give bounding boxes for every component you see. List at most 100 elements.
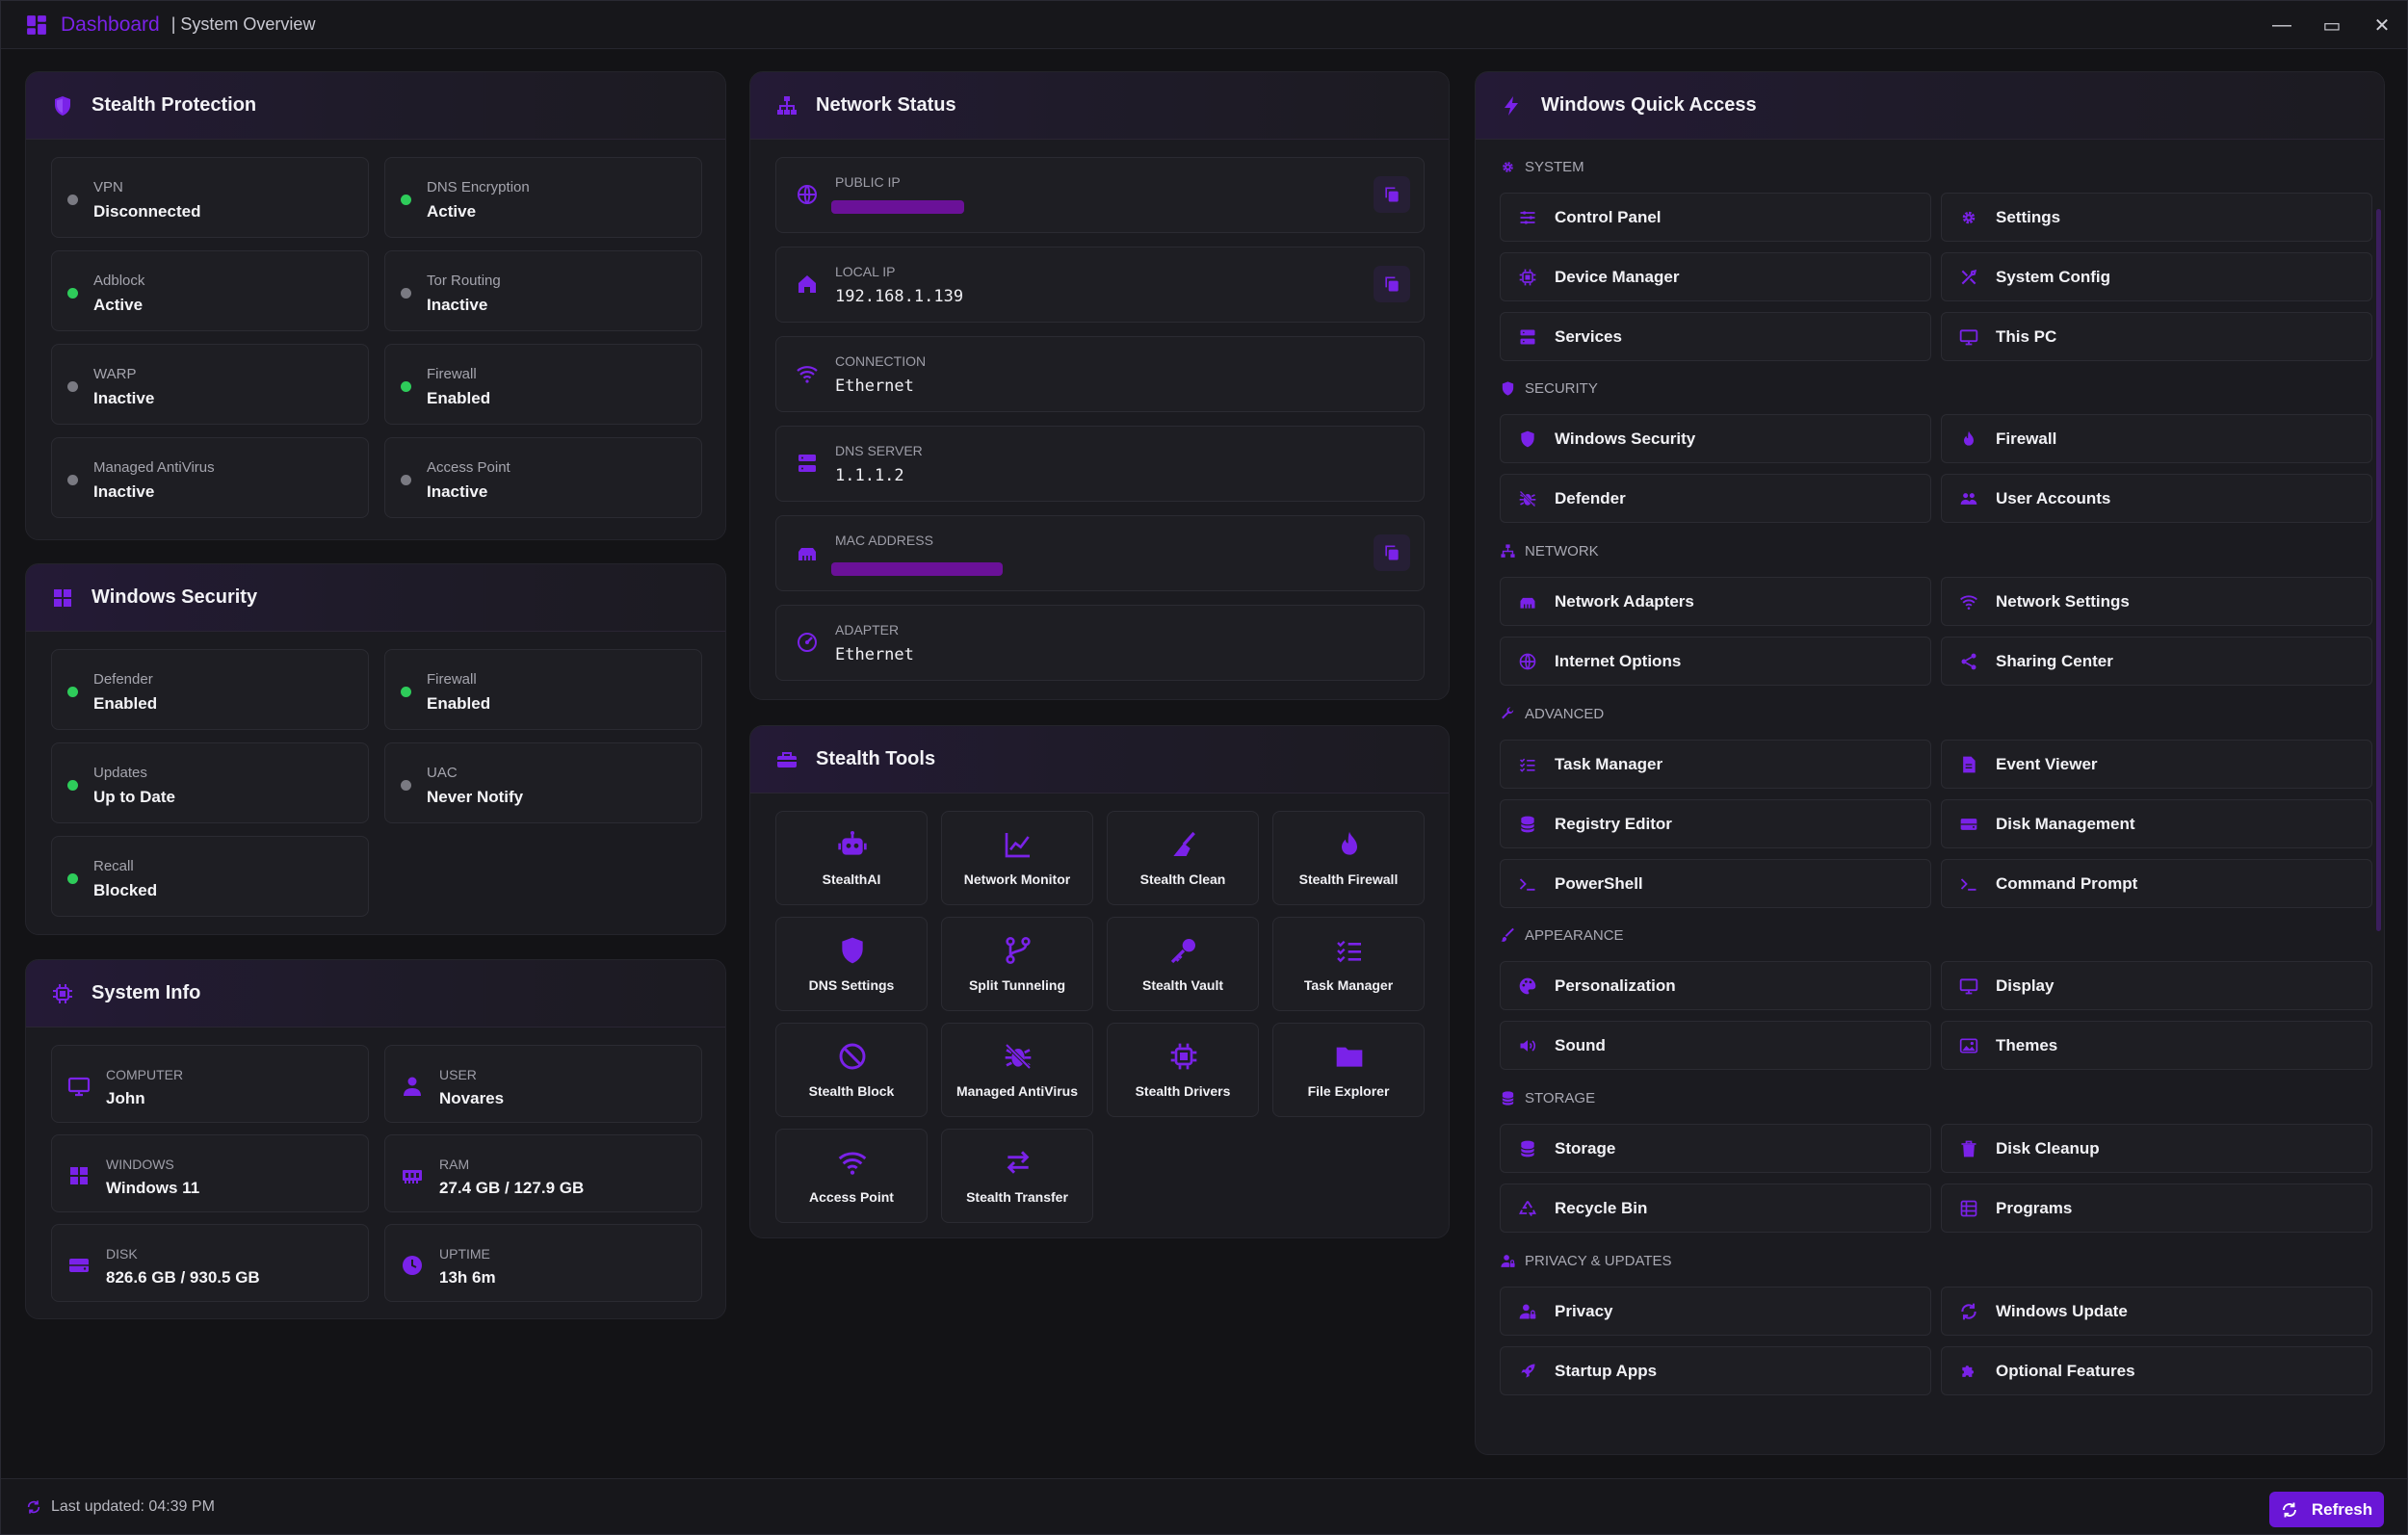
status-card: Recall Blocked [51, 836, 369, 917]
quick-access-item[interactable]: Task Manager [1500, 740, 1931, 789]
shield-icon [1521, 430, 1534, 447]
network-row: CONNECTION Ethernet [775, 336, 1425, 412]
quick-access-item[interactable]: Storage [1500, 1124, 1931, 1173]
brush-icon [1501, 927, 1514, 942]
status-label: Updates [93, 765, 147, 781]
network-value: 1.1.1.2 [835, 466, 904, 485]
chip-icon [1519, 269, 1536, 285]
quick-access-label: Task Manager [1555, 754, 1663, 773]
system-info-value: John [106, 1089, 145, 1107]
quick-access-item[interactable]: Defender [1500, 474, 1931, 523]
system-info-card: Uptime 13h 6m [384, 1224, 702, 1302]
quick-access-item[interactable]: This PC [1941, 312, 2372, 361]
quick-access-item[interactable]: Device Manager [1500, 252, 1931, 301]
tool-button[interactable]: StealthAI [775, 811, 928, 905]
memory-icon [403, 1170, 422, 1184]
status-card: Updates Up to Date [51, 742, 369, 823]
tool-button[interactable]: Stealth Firewall [1272, 811, 1425, 905]
redacted-value [831, 200, 964, 214]
quick-access-item[interactable]: Personalization [1500, 961, 1931, 1010]
category-appearance: APPEARANCE [1500, 927, 1624, 944]
status-card: Access Point Inactive [384, 437, 702, 518]
tool-button[interactable]: DNS Settings [775, 917, 928, 1011]
tool-button[interactable]: File Explorer [1272, 1023, 1425, 1117]
tool-button[interactable]: Access Point [775, 1129, 928, 1223]
quick-access-item[interactable]: Windows Security [1500, 414, 1931, 463]
system-info-panel: System Info Computer John User Novares Windo… [25, 959, 726, 1319]
tool-label: DNS Settings [808, 977, 895, 993]
quick-access-item[interactable]: Internet Options [1500, 637, 1931, 686]
quick-access-item[interactable]: Privacy [1500, 1287, 1931, 1336]
status-value: Active [427, 202, 477, 221]
network-value: 192.168.1.139 [835, 287, 964, 306]
copy-button[interactable] [1374, 176, 1410, 213]
quick-access-label: Disk Management [1996, 814, 2135, 833]
system-info-card: Disk 826.6 GB / 930.5 GB [51, 1224, 369, 1302]
quick-access-item[interactable]: Recycle Bin [1500, 1184, 1931, 1233]
status-dot [67, 873, 78, 884]
tool-button[interactable]: Task Manager [1272, 917, 1425, 1011]
quick-access-item[interactable]: Control Panel [1500, 193, 1931, 242]
tool-button[interactable]: Managed AntiVirus [941, 1023, 1093, 1117]
refresh-button[interactable]: Refresh [2269, 1492, 2384, 1527]
quick-access-item[interactable]: Themes [1941, 1021, 2372, 1070]
quick-access-label: Optional Features [1996, 1361, 2135, 1380]
status-dot [401, 475, 411, 485]
tool-button[interactable]: Stealth Block [775, 1023, 928, 1117]
quick-access-item[interactable]: Network Adapters [1500, 577, 1931, 626]
gear-icon [1503, 162, 1513, 172]
tool-button[interactable]: Split Tunneling [941, 917, 1093, 1011]
quick-access-item[interactable]: Disk Cleanup [1941, 1124, 2372, 1173]
status-dot [401, 195, 411, 205]
quick-access-item[interactable]: Disk Management [1941, 799, 2372, 848]
quick-access-item[interactable]: Programs [1941, 1184, 2372, 1233]
tool-button[interactable]: Stealth Drivers [1107, 1023, 1259, 1117]
toolbox-icon [777, 751, 797, 768]
maximize-button[interactable]: ▭ [2322, 14, 2342, 37]
category-label: APPEARANCE [1525, 927, 1624, 944]
ethernet-icon [1520, 597, 1535, 609]
quick-access-label: Firewall [1996, 429, 2057, 448]
quick-access-item[interactable]: Windows Update [1941, 1287, 2372, 1336]
tool-label: Managed AntiVirus [955, 1083, 1079, 1099]
quick-access-item[interactable]: Command Prompt [1941, 859, 2372, 908]
category-label: SECURITY [1525, 380, 1598, 397]
status-bar: Last updated: 04:39 PM Refresh [1, 1478, 2407, 1534]
quick-access-item[interactable]: Network Settings [1941, 577, 2372, 626]
tool-button[interactable]: Stealth Transfer [941, 1129, 1093, 1223]
quick-access-item[interactable]: PowerShell [1500, 859, 1931, 908]
system-info-value: Novares [439, 1089, 505, 1107]
tool-button[interactable]: Stealth Vault [1107, 917, 1259, 1011]
tool-button[interactable]: Stealth Clean [1107, 811, 1259, 905]
status-value: Inactive [427, 296, 488, 314]
copy-button[interactable] [1374, 534, 1410, 571]
quick-access-item[interactable]: Display [1941, 961, 2372, 1010]
globe-icon [1519, 653, 1536, 669]
quick-access-scrollbar[interactable] [2376, 209, 2381, 931]
copy-button[interactable] [1374, 266, 1410, 302]
quick-access-item[interactable]: Event Viewer [1941, 740, 2372, 789]
quick-access-item[interactable]: Settings [1941, 193, 2372, 242]
status-label: Recall [93, 858, 134, 874]
quick-access-item[interactable]: Optional Features [1941, 1346, 2372, 1395]
status-card: Firewall Enabled [384, 344, 702, 425]
refresh-label: Refresh [2311, 1499, 2373, 1519]
monitor-icon [67, 1077, 91, 1097]
quick-access-item[interactable]: Startup Apps [1500, 1346, 1931, 1395]
quick-access-item[interactable]: Firewall [1941, 414, 2372, 463]
close-button[interactable]: ✕ [2373, 14, 2391, 37]
system-info-label: Windows [106, 1157, 174, 1172]
status-value: Enabled [427, 694, 491, 713]
status-dot [401, 780, 411, 791]
quick-access-label: Windows Security [1555, 429, 1696, 448]
quick-access-item[interactable]: Services [1500, 312, 1931, 361]
quick-access-item[interactable]: Sharing Center [1941, 637, 2372, 686]
network-label: CONNECTION [835, 353, 927, 369]
quick-access-item[interactable]: System Config [1941, 252, 2372, 301]
quick-access-item[interactable]: Registry Editor [1500, 799, 1931, 848]
quick-access-item[interactable]: User Accounts [1941, 474, 2372, 523]
quick-access-item[interactable]: Sound [1500, 1021, 1931, 1070]
tool-button[interactable]: Network Monitor [941, 811, 1093, 905]
quick-access-label: Device Manager [1555, 267, 1680, 286]
minimize-button[interactable]: — [2272, 13, 2291, 36]
